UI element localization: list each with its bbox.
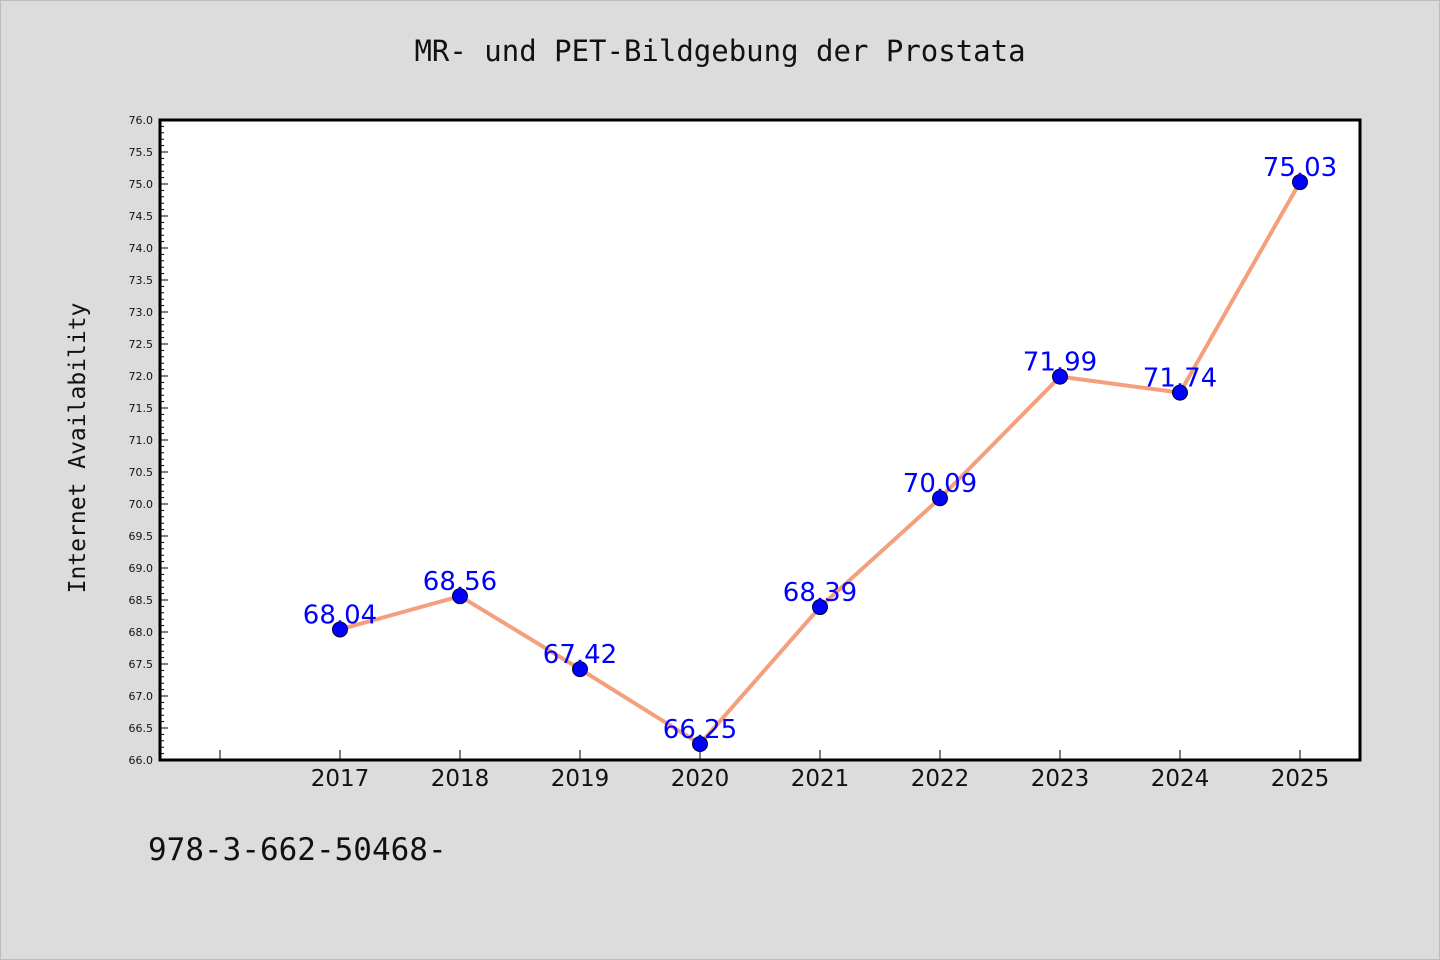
data-point (692, 736, 708, 752)
y-tick-label: 73.5 (129, 274, 154, 287)
y-tick-label: 72.5 (129, 338, 154, 351)
y-axis-ticks: 66.0 66.5 67.0 67.5 68.0 68.5 69.0 69.5 70.0 70.5… (129, 114, 168, 767)
y-tick-label: 69.0 (129, 562, 154, 575)
y-tick-label: 76.0 (129, 114, 154, 127)
y-tick-label: 67.0 (129, 690, 154, 703)
data-point (932, 490, 948, 507)
data-markers (332, 174, 1308, 752)
data-label: 75.03 (1263, 153, 1337, 183)
data-label: 68.39 (783, 578, 857, 608)
x-axis-ticks: 2017 2018 2019 2020 2021 2022 2023 2024 2025 (219, 750, 1330, 792)
footer-text: 978-3-662-50468- (148, 832, 447, 868)
y-tick-label: 74.0 (129, 242, 154, 255)
plot-border (158, 118, 1362, 762)
data-point (1292, 174, 1308, 191)
x-tick-label: 2017 (311, 766, 370, 792)
y-axis-label: Internet Availability (65, 303, 91, 594)
data-label: 70.09 (903, 469, 977, 499)
x-tick-label: 2018 (431, 766, 490, 792)
x-tick-label: 2021 (791, 766, 850, 792)
x-tick-label: 2022 (911, 766, 970, 792)
x-tick-label: 2023 (1031, 766, 1090, 792)
y-tick-label: 67.5 (129, 658, 154, 671)
data-point (1052, 368, 1068, 385)
data-label: 67.42 (543, 640, 617, 670)
y-tick-label: 68.5 (129, 594, 154, 607)
data-label: 68.56 (423, 567, 497, 597)
x-tick-label: 2024 (1151, 766, 1210, 792)
data-point (1172, 384, 1188, 401)
y-tick-label: 68.0 (129, 626, 154, 639)
data-point (332, 621, 348, 638)
data-labels: 68.04 68.56 67.42 66.25 68.39 70.09 71.99 71.74… (303, 153, 1337, 745)
y-tick-label: 66.0 (129, 754, 154, 767)
x-tick-label: 2025 (1271, 766, 1330, 792)
y-tick-label: 71.0 (129, 434, 154, 447)
y-tick-label: 75.0 (129, 178, 154, 191)
data-point (812, 599, 828, 616)
chart-title: MR- und PET-Bildgebung der Prostata (414, 34, 1026, 68)
y-tick-label: 71.5 (129, 402, 154, 415)
y-tick-label: 73.0 (129, 306, 154, 319)
data-label: 66.25 (663, 715, 737, 745)
data-label: 71.74 (1143, 364, 1217, 394)
plot-area (160, 120, 1360, 760)
data-label: 68.04 (303, 600, 377, 630)
data-point (572, 661, 588, 678)
y-tick-label: 74.5 (129, 210, 154, 223)
y-tick-label: 70.5 (129, 466, 154, 479)
y-tick-label: 72.0 (129, 370, 154, 383)
data-point (452, 588, 468, 605)
y-tick-label: 75.5 (129, 146, 154, 159)
y-tick-label: 69.5 (129, 530, 154, 543)
data-label: 71.99 (1023, 348, 1097, 378)
y-tick-label: 70.0 (129, 498, 154, 511)
x-tick-label: 2020 (671, 766, 730, 792)
x-tick-label: 2019 (551, 766, 610, 792)
y-tick-label: 66.5 (129, 722, 154, 735)
